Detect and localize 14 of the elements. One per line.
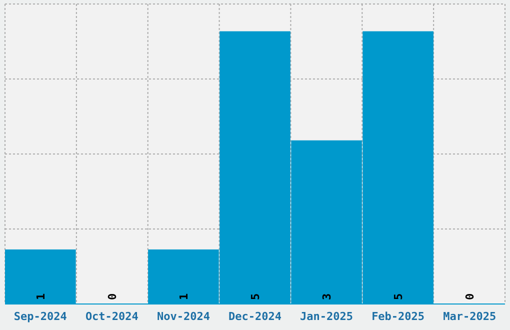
data-label: 1 [34,293,48,300]
data-label: 1 [177,293,190,300]
x-tick-label: Nov-2024 [156,310,210,323]
data-label: 3 [320,293,334,300]
data-label: 0 [464,293,477,300]
data-label: 5 [392,293,406,300]
x-tick-label: Feb-2025 [372,310,425,323]
x-tick-label: Jan-2025 [300,310,354,323]
data-label: 5 [249,293,262,300]
data-label: 0 [106,293,119,300]
x-tick-label: Oct-2024 [85,310,139,323]
x-tick-label: Dec-2024 [228,310,282,323]
x-tick-label: Mar-2025 [443,310,496,323]
x-tick-label: Sep-2024 [14,310,68,323]
